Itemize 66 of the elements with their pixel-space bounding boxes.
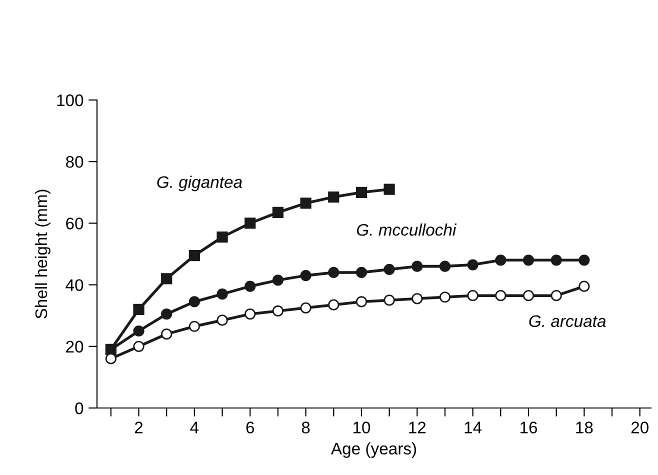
x-tick-label: 10 <box>353 422 370 434</box>
point <box>356 186 368 198</box>
x-tick-label: 8 <box>302 422 310 434</box>
y-tick-label: 20 <box>66 340 84 353</box>
point <box>300 302 312 314</box>
point <box>188 250 200 262</box>
y-tick-label: 0 <box>75 402 84 414</box>
point <box>328 299 340 310</box>
point <box>522 254 534 266</box>
x-axis-title: Age (years) <box>330 442 416 458</box>
point <box>384 264 395 275</box>
point <box>216 232 228 243</box>
point <box>439 292 451 303</box>
x-tick-label: 6 <box>246 422 254 434</box>
point <box>188 296 200 308</box>
point <box>133 325 144 337</box>
point <box>384 184 395 195</box>
point <box>467 259 478 270</box>
y-tick-label: 100 <box>57 94 84 106</box>
point <box>550 290 562 302</box>
y-tick-label: 80 <box>66 156 84 168</box>
point <box>300 198 312 209</box>
y-tick-label: 40 <box>66 279 84 292</box>
point <box>522 290 534 302</box>
point <box>356 266 368 278</box>
point <box>133 340 144 352</box>
x-tick-label: 20 <box>631 422 648 434</box>
x-tick-label: 2 <box>134 422 143 434</box>
point <box>328 191 340 203</box>
point <box>216 288 228 300</box>
point <box>495 254 506 266</box>
point <box>384 294 395 306</box>
point <box>161 273 172 284</box>
point <box>356 296 368 308</box>
point <box>161 328 172 340</box>
point <box>272 206 284 218</box>
point <box>328 266 340 278</box>
point <box>244 280 256 292</box>
point <box>467 290 478 302</box>
point <box>495 290 506 302</box>
point <box>105 353 116 364</box>
point <box>133 304 144 315</box>
point <box>578 254 590 266</box>
point <box>439 260 451 272</box>
x-tick-label: 4 <box>190 422 199 434</box>
y-tick-label: 60 <box>66 218 84 230</box>
point <box>244 308 256 320</box>
series-label: G. gigantea <box>157 176 242 192</box>
series-label: G. mccullochi <box>356 224 457 236</box>
point <box>550 254 562 266</box>
point <box>412 260 423 272</box>
point <box>272 305 284 317</box>
y-axis-title: Shell height (mm) <box>34 190 50 319</box>
point <box>216 314 228 326</box>
series-label: G. arcuata <box>529 315 606 328</box>
point <box>161 308 172 320</box>
point <box>412 293 423 304</box>
x-tick-label: 16 <box>520 422 538 434</box>
x-tick-label: 18 <box>576 422 593 434</box>
x-tick-label: 12 <box>409 422 426 434</box>
point <box>244 218 256 229</box>
point <box>300 270 312 282</box>
point <box>578 280 590 292</box>
point <box>272 274 284 286</box>
point <box>188 320 200 332</box>
x-tick-label: 14 <box>464 422 482 434</box>
